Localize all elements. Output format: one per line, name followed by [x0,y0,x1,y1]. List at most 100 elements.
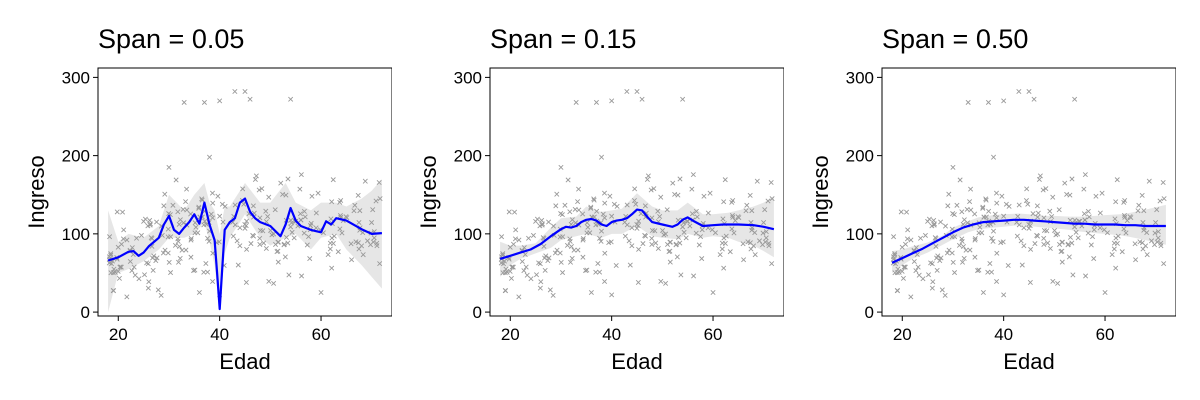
scatter-point [624,88,630,94]
scatter-point [939,287,945,293]
scatter-point [512,209,518,215]
scatter-point [192,230,198,236]
scatter-point [278,180,284,186]
scatter-point [631,198,637,204]
scatter-point [308,220,314,226]
scatter-point [729,212,735,219]
scatter-point [503,288,509,294]
scatter-point [904,236,910,242]
scatter-point [562,202,568,208]
scatter-point [1112,216,1118,222]
scatter-point [175,236,181,242]
scatter-point [1035,214,1041,220]
scatter-point [142,216,148,222]
scatter-point [297,211,303,217]
scatter-point [516,294,522,300]
scatter-point [693,230,699,236]
scatter-point [731,230,737,236]
scatter-point [199,197,205,203]
scatter-point [261,240,267,246]
scatter-point [183,199,189,205]
scatter-point [968,186,974,192]
scatter-point [108,251,114,257]
scatter-point [510,264,516,270]
scatter-point [567,209,573,215]
scatter-point [553,203,559,209]
scatter-point [745,239,751,245]
scatter-point [932,235,938,241]
scatter-point [1122,214,1128,220]
scatter-point [208,211,214,217]
scatter-point [573,99,579,105]
scatter-point [117,264,123,270]
scatter-point [597,235,603,241]
scatter-point [670,180,676,186]
scatter-point [115,244,121,250]
scatter-point [760,230,766,236]
scatter-point [205,235,211,241]
scatter-point [652,228,658,234]
scatter-point [541,243,547,249]
scatter-point [1016,222,1022,228]
scatter-point [1111,240,1117,246]
scatter-point [675,234,681,240]
scatter-point [1005,262,1011,268]
scatter-point [1066,254,1072,260]
scatter-point [313,225,319,231]
scatter-point [626,238,632,244]
scatter-point [1043,186,1049,192]
scatter-point [649,241,655,247]
scatter-point [892,252,898,258]
scatter-point [1153,220,1159,226]
chart-title: Span = 0.50 [882,24,1028,54]
y-axis-label: Ingreso [24,155,49,228]
scatter-point [564,242,570,248]
scatter-point [576,186,582,192]
scatter-point [568,259,574,265]
scatter-point [1030,211,1036,217]
scatter-point [357,208,363,214]
scatter-point [542,255,548,261]
scatter-point [176,221,182,227]
scatter-point [611,201,617,207]
scatter-point [624,222,630,228]
scatter-point [1133,257,1139,263]
scatter-point [1019,262,1025,268]
y-tick-label: 0 [473,303,482,322]
scatter-point [981,214,987,220]
scatter-point [666,249,672,255]
scatter-point [507,268,513,274]
scatter-point [588,204,594,210]
scatter-point [154,255,160,261]
x-tick-label: 20 [109,325,128,344]
scatter-point [651,186,657,192]
confidence-band [108,179,382,313]
scatter-point [622,233,628,239]
scatter-point [351,208,357,214]
scatter-point [131,264,137,270]
scatter-point [1016,88,1022,94]
scatter-point [990,154,997,160]
scatter-point [1135,208,1141,214]
x-ticks: 20 40 60 [893,316,1114,344]
scatter-point [632,186,638,192]
scatter-point [1081,211,1087,217]
scatter-point [584,267,590,273]
scatter-point [942,292,948,298]
scatter-point [360,252,366,258]
chart-title: Span = 0.05 [98,24,244,54]
scatter-point [929,223,935,229]
scatter-point [162,191,168,197]
scatter-point [513,227,519,233]
scatter-point [918,235,924,241]
scatter-point [1121,226,1127,232]
scatter-point [1140,246,1146,252]
scatter-point [575,247,581,253]
scatter-point [998,240,1004,246]
scatter-point [729,199,735,205]
scatter-point [575,199,581,205]
scatter-point [172,242,178,248]
scatter-point [1141,208,1147,214]
scatter-point [634,225,640,231]
scatter-point [658,278,664,284]
